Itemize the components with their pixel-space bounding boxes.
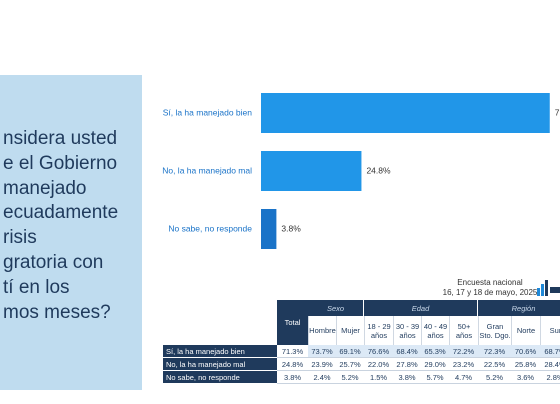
value-label: 24.8% [366, 165, 391, 175]
question-line: risis [3, 227, 37, 249]
question-line: mos meses? [3, 301, 111, 323]
column-header: 50+ años [449, 316, 478, 345]
category-label: Sí, la ha manejado bien [163, 107, 253, 117]
table-cell: 68.4% [393, 345, 421, 358]
bar [261, 209, 277, 249]
table-cell: 25.7% [336, 358, 364, 371]
category-label: No, la ha manejado mal [162, 165, 252, 175]
table-cell: 22.5% [478, 358, 511, 371]
bar [261, 151, 362, 191]
table-cell: 27.8% [393, 358, 421, 371]
table-cell: 68.7% [540, 345, 560, 358]
table-cell: 5.2% [336, 371, 364, 384]
table-cell: 71.3% [277, 345, 308, 358]
column-header: Mujer [336, 316, 364, 345]
table-cell: 2.4% [308, 371, 336, 384]
question-line: e el Gobierno [3, 152, 118, 174]
question-line: nsidera usted [3, 128, 118, 149]
column-header: 18 - 29 años [364, 316, 393, 345]
question-line: tí en los [3, 276, 70, 298]
table-cell: 23.2% [449, 358, 478, 371]
table-cell: 5.2% [478, 371, 511, 384]
bar-chart: Sí, la ha manejado bien 71.3% No, la ha ma… [162, 93, 560, 249]
table-cell: 72.2% [449, 345, 478, 358]
table-cell: 25.8% [511, 358, 540, 371]
table-cell: 3.8% [277, 371, 308, 384]
group-header: Región [478, 300, 560, 316]
column-header: Gran Sto. Dgo. [478, 316, 511, 345]
table-cell: 69.1% [336, 345, 364, 358]
table-cell: 29.0% [421, 358, 449, 371]
table-cell: 24.8% [277, 358, 308, 371]
value-label: 71.3% [555, 107, 560, 117]
survey-title: Encuesta nacional [457, 278, 523, 287]
row-label: Sí, la ha manejado bien [163, 345, 277, 357]
group-header: Edad [364, 300, 477, 316]
logo [537, 280, 560, 296]
table-cell: 2.8% [540, 371, 560, 384]
table-cell: 23.9% [308, 358, 336, 371]
row-label: No, la ha manejado mal [163, 358, 277, 370]
table-cell: 3.6% [511, 371, 540, 384]
table-cell: 5.7% [421, 371, 449, 384]
table-cell: 70.6% [511, 345, 540, 358]
table-cell: 22.0% [364, 358, 393, 371]
bar [261, 93, 550, 133]
question-line: ecuadamente [3, 202, 119, 224]
question-line: gratoria con [3, 252, 104, 273]
row-label: No sabe, no responde [163, 371, 277, 383]
question-panel: nsidera usted e el Gobierno manejado ecuada… [0, 75, 142, 390]
total-header: Total [277, 300, 308, 345]
column-header: Norte [511, 316, 540, 345]
table-cell: 65.3% [421, 345, 449, 358]
table-cell: 3.8% [393, 371, 421, 384]
column-header: Hombre [308, 316, 336, 345]
column-header: 40 - 49 años [421, 316, 449, 345]
table-cell: 4.7% [449, 371, 478, 384]
table-cell: 72.3% [478, 345, 511, 358]
column-header: Sur [540, 316, 560, 345]
value-label: 3.8% [281, 223, 301, 233]
group-header: Sexo [308, 300, 363, 316]
survey-dates: 16, 17 y 18 de mayo, 2025 [442, 288, 538, 297]
category-label: No sabe, no responde [168, 223, 252, 233]
column-header: 30 - 39 años [393, 316, 421, 345]
table-cell: 76.6% [364, 345, 393, 358]
question-line: manejado [3, 177, 87, 199]
table-cell: 1.5% [364, 371, 393, 384]
table-cell: 28.4% [540, 358, 560, 371]
table-cell: 73.7% [308, 345, 336, 358]
